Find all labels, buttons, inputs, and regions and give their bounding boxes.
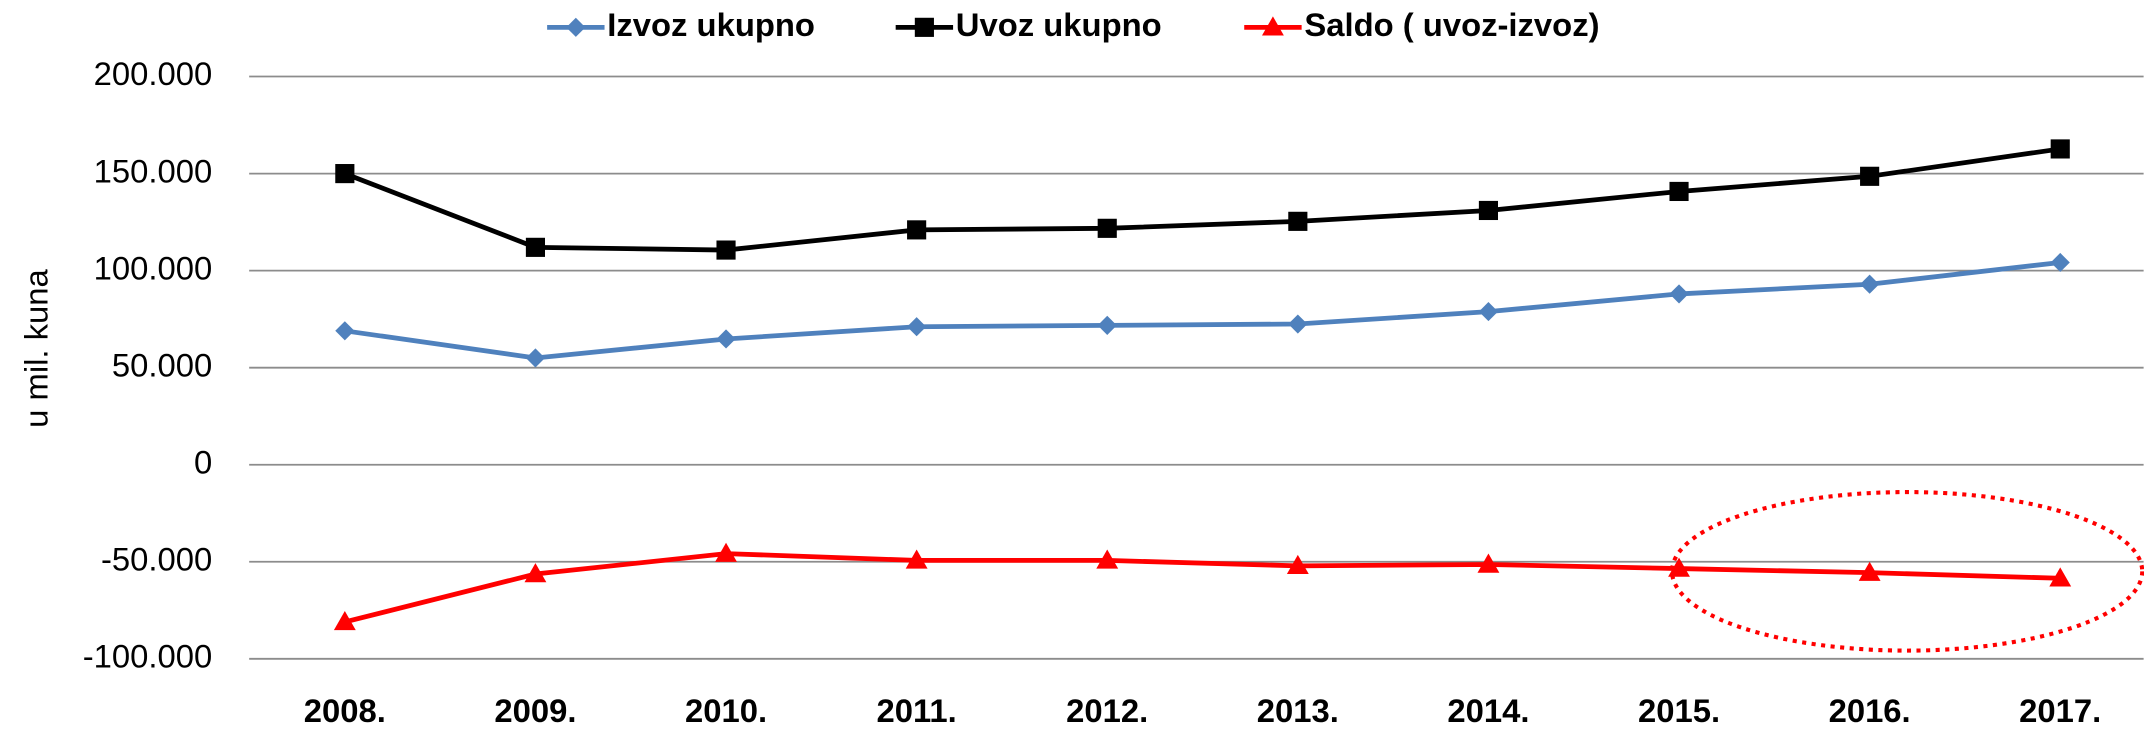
point xyxy=(335,321,355,341)
point xyxy=(716,240,736,260)
y-tick-label: 100.000 xyxy=(94,249,213,286)
point xyxy=(907,220,927,240)
point xyxy=(2050,139,2070,159)
x-tick-label: 2016. xyxy=(1829,692,1911,729)
x-tick-label: 2015. xyxy=(1638,692,1720,729)
point xyxy=(1669,181,1689,202)
point xyxy=(333,611,356,631)
legend-marker xyxy=(1261,16,1284,36)
point xyxy=(1286,554,1309,575)
point xyxy=(2050,252,2070,273)
point xyxy=(1097,218,1117,238)
point xyxy=(1860,274,1880,294)
y-tick-label: 200.000 xyxy=(94,55,213,92)
y-tick-label: 0 xyxy=(194,443,212,480)
point xyxy=(907,317,927,337)
point xyxy=(716,329,736,349)
x-tick-label: 2014. xyxy=(1447,692,1529,729)
y-axis-label: u mil. kuna xyxy=(17,268,54,427)
point xyxy=(1669,284,1689,304)
x-tick-label: 2009. xyxy=(494,692,576,729)
point xyxy=(905,549,928,569)
point xyxy=(1478,302,1499,322)
point xyxy=(1097,315,1117,335)
point xyxy=(525,237,546,257)
series-line xyxy=(343,146,2061,253)
x-tick-label: 2008. xyxy=(304,692,386,729)
y-tick-label: -100.000 xyxy=(83,637,212,674)
y-tick-label: -50.000 xyxy=(101,540,212,577)
legend-label: Saldo ( uvoz-izvoz) xyxy=(1304,6,1599,43)
point xyxy=(524,563,547,583)
legend-label: Izvoz ukupno xyxy=(607,6,815,43)
series-line xyxy=(344,551,2061,625)
y-tick-label: 150.000 xyxy=(94,152,213,189)
series-line xyxy=(344,260,2061,361)
x-tick-label: 2010. xyxy=(685,692,767,729)
point xyxy=(1288,211,1308,231)
point xyxy=(1478,200,1499,221)
point xyxy=(1668,557,1690,577)
legend-marker xyxy=(566,17,586,37)
point xyxy=(335,164,355,184)
point xyxy=(2049,567,2072,587)
point xyxy=(715,542,737,562)
point xyxy=(1858,561,1881,581)
point xyxy=(1860,166,1880,186)
x-tick-label: 2013. xyxy=(1257,692,1339,729)
y-tick-label: 50.000 xyxy=(112,346,212,383)
legend-label: Uvoz ukupno xyxy=(956,6,1162,43)
point xyxy=(1477,553,1500,573)
x-tick-label: 2012. xyxy=(1066,692,1148,729)
x-tick-label: 2017. xyxy=(2019,692,2101,729)
point xyxy=(1288,314,1308,334)
point xyxy=(525,348,546,368)
legend-marker xyxy=(914,17,934,37)
x-tick-label: 2011. xyxy=(877,692,957,729)
point xyxy=(1096,549,1119,569)
